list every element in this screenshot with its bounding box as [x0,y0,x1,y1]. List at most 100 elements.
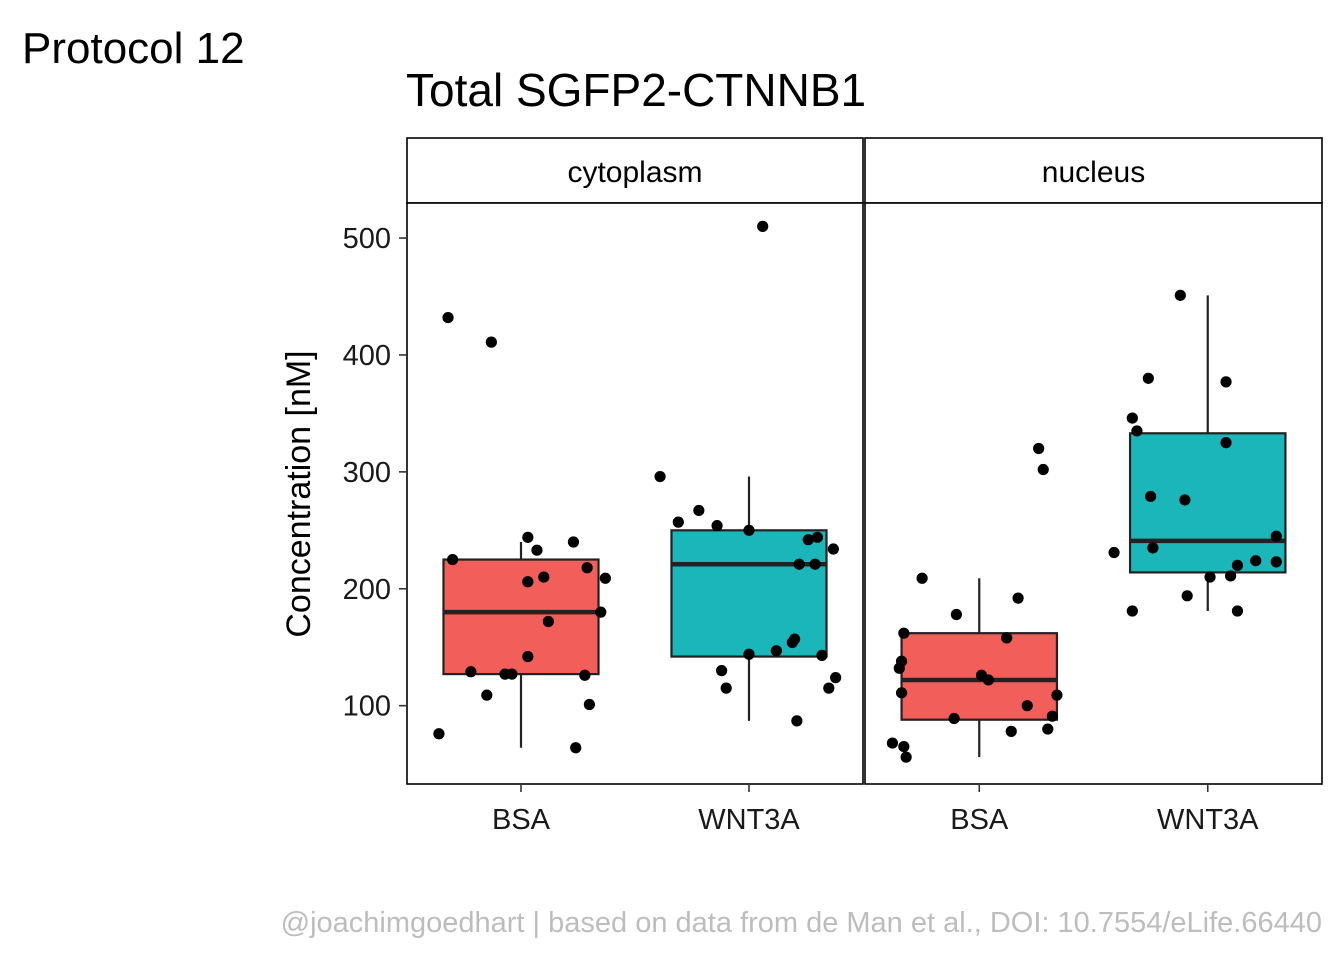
data-point [442,311,454,324]
data-point [830,672,842,684]
data-point [1204,571,1216,583]
data-point [1051,689,1063,701]
data-point [720,682,732,694]
data-point [895,687,908,699]
data-point [1174,289,1186,301]
data-point [1131,425,1143,437]
data-point [693,504,705,517]
data-point [1142,372,1154,384]
caption: @joachimgoedhart | based on data from de… [281,907,1322,939]
data-point [900,751,912,763]
data-point [522,576,534,588]
facet-strip [406,137,864,204]
data-point [485,336,497,348]
data-point [1220,437,1232,449]
data-point [1108,546,1120,559]
data-point [1012,592,1024,604]
data-point [1046,710,1058,722]
facet-panels: cytoplasm BSA WNT3A nucleus BSA WNT3A [406,137,1323,836]
y-axis-title: Concentration [nM] [280,350,318,637]
data-point [793,558,805,570]
data-point [1021,700,1033,712]
data-point [1181,590,1193,602]
data-point [893,662,905,674]
x-tick-label: BSA [492,804,551,836]
points-wnt3a [654,220,842,727]
data-point [522,531,534,543]
data-point [1225,570,1237,582]
box-bsa [442,542,600,748]
data-point [581,562,593,574]
y-axis: 100 200 300 400 500 [343,223,407,723]
data-point [1270,556,1282,568]
data-point [757,220,769,232]
data-point [743,648,755,660]
y-tick-label: 500 [343,223,391,255]
x-tick-label: WNT3A [1157,804,1259,836]
box-iqr [442,558,600,676]
facet-strip-label: nucleus [1042,156,1145,189]
y-tick-label: 400 [343,340,391,372]
data-point [791,715,803,727]
points-wnt3a [1108,289,1282,617]
data-point [522,650,534,663]
chart-title: Total SGFP2-CTNNB1 [406,64,866,116]
data-point [770,645,782,657]
data-point [538,571,550,583]
data-point [433,728,445,740]
data-point [599,572,611,584]
data-point [1042,723,1054,735]
data-point [916,572,928,584]
data-point [579,669,591,681]
data-point [898,627,910,639]
data-point [1126,605,1138,617]
data-point [886,737,899,749]
box-iqr [670,529,828,658]
data-point [982,674,994,686]
x-tick-label: BSA [950,804,1009,836]
data-point [827,543,839,555]
x-tick-label: WNT3A [698,804,800,836]
data-point [465,666,477,678]
data-point [447,553,459,566]
data-point [1037,463,1049,476]
data-point [786,636,798,649]
points-bsa [433,311,611,754]
data-point [1145,490,1157,503]
data-point [1147,542,1159,554]
data-point [1005,725,1017,737]
panel-border [406,202,864,785]
data-point [481,689,493,701]
data-point [506,668,518,680]
facet-strip [864,137,1323,204]
data-point [1220,376,1232,388]
data-point [570,742,582,754]
data-point [531,544,543,556]
data-point [542,615,554,628]
y-tick-label: 200 [343,574,391,606]
points-bsa [886,442,1063,763]
data-point [567,536,580,548]
data-point [950,608,963,621]
data-point [743,524,755,536]
facet-strip-label: cytoplasm [567,156,702,189]
data-point [816,649,828,662]
protocol-label: Protocol 12 [22,24,245,73]
data-point [1126,412,1138,424]
data-point [823,682,835,694]
data-point [1179,494,1191,506]
data-point [672,516,684,528]
data-point [595,606,607,618]
data-point [1270,530,1282,542]
data-point [711,520,723,532]
data-point [809,558,821,570]
data-point [1231,559,1244,571]
data-point [583,698,596,711]
facet-cytoplasm: cytoplasm BSA WNT3A [406,137,864,836]
data-point [654,470,666,483]
y-tick-label: 100 [343,691,391,723]
y-tick-label: 300 [343,457,391,489]
data-point [1231,605,1244,617]
data-point [811,531,824,543]
